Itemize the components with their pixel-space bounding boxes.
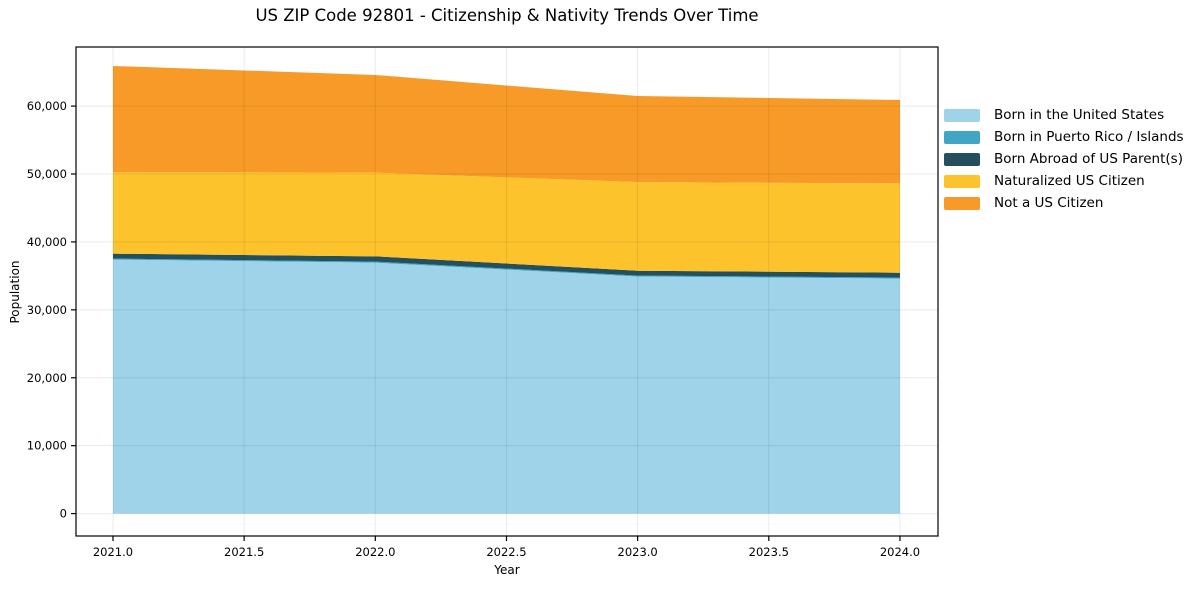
- area-series-3: [112, 172, 900, 273]
- legend-item-naturalized: Naturalized US Citizen: [944, 170, 1184, 192]
- x-axis-label: Year: [494, 563, 520, 577]
- legend-item-puerto-rico: Born in Puerto Rico / Islands: [944, 126, 1184, 148]
- legend-label-born-us: Born in the United States: [994, 107, 1165, 123]
- y-tick-label-0: 0: [60, 507, 67, 521]
- x-tick-label-6: 2024.0: [880, 545, 920, 559]
- legend-swatch-naturalized: [944, 174, 980, 188]
- y-axis-label: Population: [8, 260, 22, 324]
- area-series-4: [112, 65, 900, 184]
- legend-swatch-puerto-rico: [944, 130, 980, 144]
- x-tick-label-3: 2022.5: [486, 545, 526, 559]
- y-tick-label-2: 20,000: [27, 371, 67, 385]
- legend-swatch-born-us: [944, 108, 980, 122]
- y-tick-label-4: 40,000: [27, 235, 67, 249]
- y-tick-label-3: 30,000: [27, 303, 67, 317]
- legend-label-born-abroad: Born Abroad of US Parent(s): [994, 151, 1183, 167]
- legend-item-born-abroad: Born Abroad of US Parent(s): [944, 148, 1184, 170]
- area-series-1: [112, 258, 900, 279]
- area-series-2: [112, 253, 900, 278]
- area-series-0: [112, 259, 900, 514]
- legend: Born in the United States Born in Puerto…: [944, 104, 1184, 214]
- legend-swatch-born-abroad: [944, 152, 980, 166]
- y-tick-label-1: 10,000: [27, 439, 67, 453]
- x-tick-label-5: 2023.5: [749, 545, 789, 559]
- y-tick-label-5: 50,000: [27, 167, 67, 181]
- x-tick-label-0: 2021.0: [93, 545, 133, 559]
- legend-item-not-citizen: Not a US Citizen: [944, 192, 1184, 214]
- x-tick-label-1: 2021.5: [224, 545, 264, 559]
- legend-label-puerto-rico: Born in Puerto Rico / Islands: [994, 129, 1184, 145]
- legend-label-naturalized: Naturalized US Citizen: [994, 173, 1145, 189]
- y-tick-label-6: 60,000: [27, 99, 67, 113]
- legend-swatch-not-citizen: [944, 196, 980, 210]
- x-tick-label-2: 2022.0: [355, 545, 395, 559]
- chart-title: US ZIP Code 92801 - Citizenship & Nativi…: [255, 6, 759, 25]
- legend-item-born-us: Born in the United States: [944, 104, 1184, 126]
- x-tick-label-4: 2023.0: [618, 545, 658, 559]
- legend-label-not-citizen: Not a US Citizen: [994, 195, 1104, 211]
